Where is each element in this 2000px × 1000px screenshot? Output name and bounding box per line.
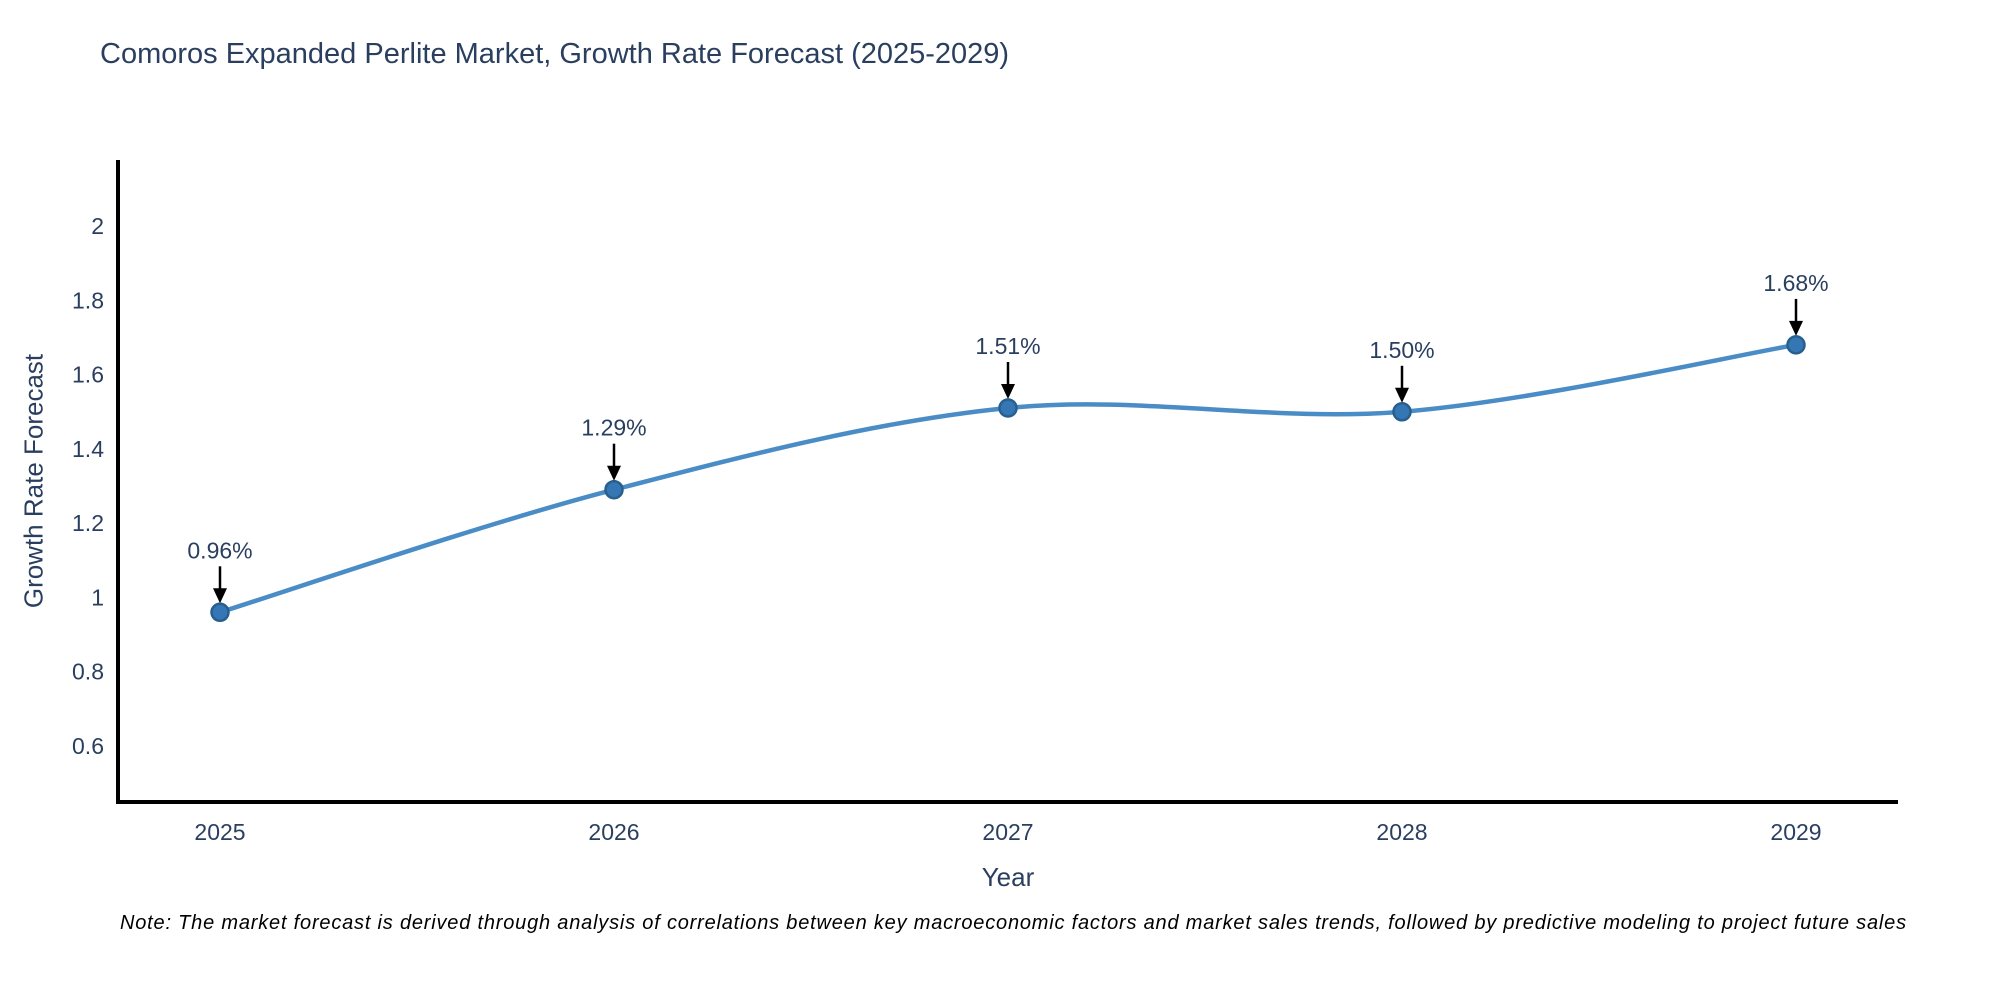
data-point-marker xyxy=(1786,335,1806,355)
note-text: Note: The market forecast is derived thr… xyxy=(120,912,1907,934)
annotation-arrowhead-icon xyxy=(1001,384,1015,399)
chart-title: Comoros Expanded Perlite Market, Growth … xyxy=(100,38,1010,70)
x-tick-label: 2027 xyxy=(982,819,1033,845)
y-tick-label: 1.6 xyxy=(72,362,104,388)
y-tick-label: 1.8 xyxy=(72,287,104,313)
annotation-arrowhead-icon xyxy=(213,588,227,604)
x-tick-label: 2029 xyxy=(1770,819,1821,845)
x-axis-label: Year xyxy=(981,862,1035,892)
data-point-marker xyxy=(604,479,624,500)
data-point-marker xyxy=(1392,402,1412,422)
y-tick-label: 1 xyxy=(91,584,104,610)
y-tick-label: 2 xyxy=(91,213,104,239)
y-tick-label: 0.8 xyxy=(72,659,104,685)
x-tick-label: 2026 xyxy=(588,819,639,845)
x-tick-label: 2025 xyxy=(194,819,245,845)
point-annotation-label: 1.68% xyxy=(1763,270,1828,296)
y-tick-label: 0.6 xyxy=(72,733,104,759)
y-tick-label: 1.4 xyxy=(72,436,104,462)
point-annotation-label: 1.51% xyxy=(975,333,1040,359)
x-tick-label: 2028 xyxy=(1376,819,1427,845)
annotation-arrowhead-icon xyxy=(607,465,621,481)
annotation-arrowhead-icon xyxy=(1395,387,1409,403)
data-point-marker xyxy=(210,602,230,623)
y-tick-label: 1.2 xyxy=(72,510,104,536)
point-annotation-label: 1.50% xyxy=(1369,337,1434,363)
point-annotation-label: 1.29% xyxy=(581,415,646,441)
annotation-arrowhead-icon xyxy=(1789,320,1803,336)
point-annotation-label: 0.96% xyxy=(187,537,252,563)
data-point-marker xyxy=(998,398,1018,418)
